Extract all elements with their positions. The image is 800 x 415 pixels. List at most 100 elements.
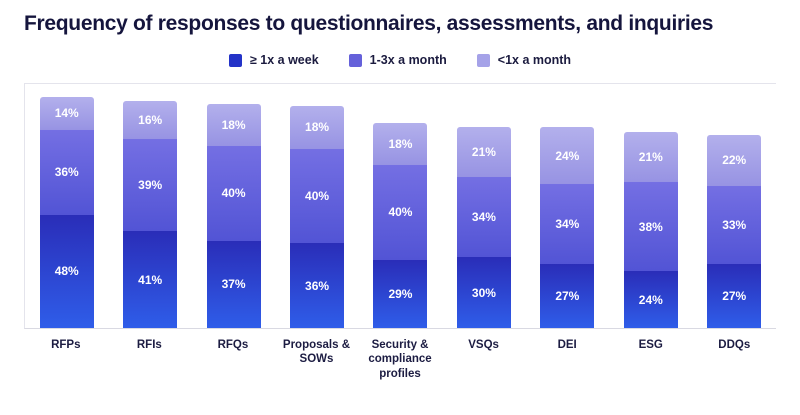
category-label-slot: RFPs xyxy=(24,338,108,381)
bar-value-label: 21% xyxy=(471,145,496,160)
bar-segment: 34% xyxy=(540,184,595,265)
category-label: RFIs xyxy=(136,339,162,351)
bar-segment: 21% xyxy=(623,132,678,182)
category-label-slot: RFQs xyxy=(191,338,275,381)
bar-segment: 30% xyxy=(456,257,511,328)
stacked-bar: 18% 40% 36% xyxy=(290,106,345,328)
legend-swatch-monthly-icon xyxy=(348,53,362,67)
bar-segment: 34% xyxy=(456,176,511,258)
bar-segment: 27% xyxy=(707,264,762,328)
stacked-bar: 22% 33% 27% xyxy=(707,134,762,328)
bar-segment: 40% xyxy=(290,148,345,244)
category-label: VSQs xyxy=(468,339,499,351)
bar-segment: 48% xyxy=(39,214,94,328)
bar-value-label: 34% xyxy=(471,210,496,225)
bar-segment: 38% xyxy=(623,181,678,272)
bar-value-label: 40% xyxy=(221,186,246,201)
category-label-slot: DDQs xyxy=(693,338,777,381)
stacked-bar: 16% 39% 41% xyxy=(123,101,178,328)
legend-swatch-weekly-icon xyxy=(228,53,242,67)
bar-value-label: 24% xyxy=(638,292,663,307)
legend-item-monthly: 1-3x a month xyxy=(348,53,447,67)
bar-segment: 33% xyxy=(707,186,762,265)
bar-column: 16% 39% 41% xyxy=(108,101,191,328)
bar-segment: 40% xyxy=(206,146,261,241)
bar-column: 14% 36% 48% xyxy=(25,96,108,328)
bar-segment: 36% xyxy=(39,129,94,215)
category-label: RFQs xyxy=(217,339,249,351)
bar-value-label: 41% xyxy=(138,272,163,287)
category-label-slot: RFIs xyxy=(108,338,192,381)
legend-label: ≥ 1x a week xyxy=(249,53,319,67)
bar-segment: 21% xyxy=(456,127,511,177)
bar-value-label: 16% xyxy=(138,113,163,128)
category-label: ESG xyxy=(638,339,663,351)
bar-column: 22% 33% 27% xyxy=(693,134,776,328)
plot-area: 14% 36% 48% 16% 39% 41% 18% 40% 37% 18% 40% 36% 18% 4… xyxy=(24,83,776,329)
bar-value-label: 34% xyxy=(555,217,580,232)
bar-value-label: 27% xyxy=(555,289,580,304)
bar-value-label: 27% xyxy=(722,289,747,304)
bar-column: 21% 34% 30% xyxy=(442,127,525,328)
stacked-bar: 24% 34% 27% xyxy=(540,127,595,328)
category-label-slot: ESG xyxy=(609,338,693,381)
bar-column: 18% 40% 37% xyxy=(192,103,275,328)
category-label: RFPs xyxy=(51,339,81,351)
stacked-bar: 14% 36% 48% xyxy=(39,96,94,328)
category-labels-row: RFPs RFIs RFQs Proposals & SOWs Security & c… xyxy=(24,338,776,381)
bar-value-label: 24% xyxy=(555,148,580,163)
category-label: Proposals & SOWs xyxy=(282,339,351,366)
bar-segment: 39% xyxy=(123,139,178,232)
stacked-bar: 21% 38% 24% xyxy=(623,132,678,328)
bar-value-label: 22% xyxy=(722,153,747,168)
bar-segment: 40% xyxy=(373,165,428,260)
bar-segment: 22% xyxy=(707,134,762,187)
legend: ≥ 1x a week 1-3x a month <1x a month xyxy=(24,53,776,67)
bar-segment: 24% xyxy=(623,271,678,328)
bar-value-label: 48% xyxy=(54,264,79,279)
bar-value-label: 18% xyxy=(305,120,330,135)
legend-item-rarely: <1x a month xyxy=(476,53,572,67)
bar-segment: 29% xyxy=(373,259,428,328)
bar-segment: 36% xyxy=(290,243,345,328)
category-label-slot: Security & compliance profiles xyxy=(358,338,442,381)
bar-segment: 41% xyxy=(123,231,178,328)
legend-item-weekly: ≥ 1x a week xyxy=(228,53,319,67)
legend-swatch-rarely-icon xyxy=(476,53,490,67)
stacked-bar: 21% 34% 30% xyxy=(456,127,511,328)
bar-value-label: 36% xyxy=(305,278,330,293)
legend-label: 1-3x a month xyxy=(369,53,447,67)
category-label: DDQs xyxy=(718,339,751,351)
bar-value-label: 14% xyxy=(54,106,79,121)
bar-value-label: 38% xyxy=(638,219,663,234)
bar-segment: 18% xyxy=(373,122,428,166)
bar-segment: 18% xyxy=(206,103,261,147)
stacked-bar: 18% 40% 29% xyxy=(373,122,428,328)
bar-column: 21% 38% 24% xyxy=(609,132,692,328)
bar-value-label: 40% xyxy=(305,188,330,203)
bar-segment: 14% xyxy=(39,96,94,130)
bar-value-label: 21% xyxy=(638,149,663,164)
bar-segment: 16% xyxy=(123,101,178,140)
bar-column: 24% 34% 27% xyxy=(526,127,609,328)
legend-label: <1x a month xyxy=(497,53,572,67)
stacked-bar: 18% 40% 37% xyxy=(206,103,261,328)
category-label: Security & compliance profiles xyxy=(368,339,432,380)
bar-column: 18% 40% 36% xyxy=(275,106,358,328)
bar-value-label: 33% xyxy=(722,218,747,233)
bar-value-label: 37% xyxy=(221,277,246,292)
bar-value-label: 36% xyxy=(54,165,79,180)
bar-segment: 24% xyxy=(540,127,595,185)
category-label-slot: Proposals & SOWs xyxy=(275,338,359,381)
bar-value-label: 18% xyxy=(221,118,246,133)
category-label: DEI xyxy=(557,339,577,351)
bar-value-label: 39% xyxy=(138,178,163,193)
bar-segment: 27% xyxy=(540,264,595,328)
bar-segment: 18% xyxy=(290,106,345,149)
bar-value-label: 40% xyxy=(388,205,413,220)
bar-value-label: 18% xyxy=(388,136,413,151)
chart-title: Frequency of responses to questionnaires… xyxy=(24,12,714,35)
bar-value-label: 30% xyxy=(471,285,496,300)
bar-segment: 37% xyxy=(206,240,261,328)
